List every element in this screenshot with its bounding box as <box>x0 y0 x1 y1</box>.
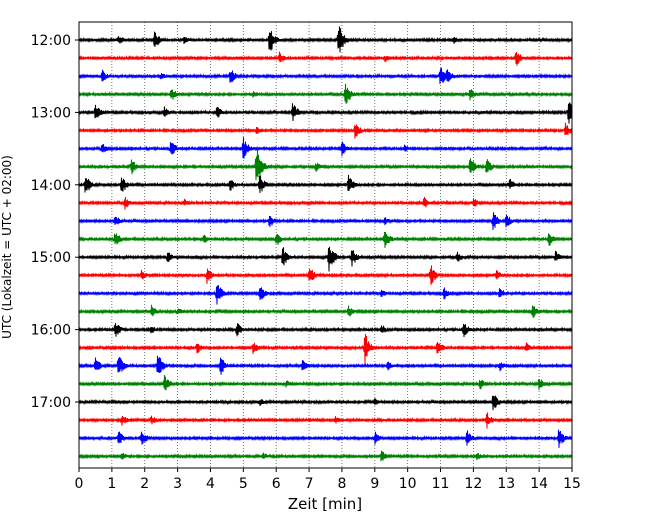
trace-1545 <box>78 304 573 318</box>
x-tick-label: 13 <box>497 476 515 492</box>
plot-frame <box>78 21 573 469</box>
y-tick-label: 15:00 <box>31 250 71 266</box>
trace-1345 <box>78 149 573 181</box>
x-tick-label: 9 <box>370 476 379 492</box>
x-tick-label: 10 <box>399 476 417 492</box>
trace-1300 <box>78 102 573 124</box>
x-tick-label: 8 <box>337 476 346 492</box>
trace-1745 <box>78 450 573 462</box>
x-tick-label: 3 <box>173 476 182 492</box>
trace-1515 <box>78 265 573 286</box>
y-tick-label: 13:00 <box>31 105 71 121</box>
trace-1230 <box>78 67 573 85</box>
trace-1315 <box>78 122 573 139</box>
x-tick-label: 0 <box>75 476 84 492</box>
trace-1400 <box>78 174 573 194</box>
trace-1530 <box>78 285 573 305</box>
x-tick-label: 5 <box>239 476 248 492</box>
trace-1430 <box>78 212 573 231</box>
trace-1615 <box>78 333 573 365</box>
x-tick-label: 2 <box>140 476 149 492</box>
trace-1630 <box>78 355 573 375</box>
trace-1445 <box>78 231 573 249</box>
y-tick-label: 12:00 <box>31 33 71 49</box>
y-tick-label: 17:00 <box>31 395 71 411</box>
x-tick-label: 15 <box>563 476 581 492</box>
trace-1200 <box>78 26 573 53</box>
trace-1715 <box>78 412 573 429</box>
trace-1415 <box>78 196 573 210</box>
trace-1600 <box>78 323 573 338</box>
trace-1330 <box>78 137 573 159</box>
trace-1500 <box>78 246 573 272</box>
seismogram-traces <box>78 26 573 462</box>
y-axis-ticks: 12:00 13:00 14:00 15:00 16:00 17:00 <box>31 33 79 411</box>
trace-1700 <box>78 395 573 411</box>
grid-lines <box>111 22 540 468</box>
x-tick-label: 12 <box>464 476 482 492</box>
trace-1645 <box>78 374 573 391</box>
x-tick-label: 1 <box>107 476 116 492</box>
x-tick-label: 6 <box>272 476 281 492</box>
x-tick-label: 4 <box>206 476 215 492</box>
x-tick-label: 14 <box>530 476 548 492</box>
x-tick-label: 11 <box>432 476 450 492</box>
trace-1215 <box>78 51 573 66</box>
trace-1730 <box>78 429 573 448</box>
trace-1245 <box>78 83 573 104</box>
x-axis-ticks: 0 1 2 3 4 5 6 7 8 9 10 11 12 13 14 15 <box>75 468 581 492</box>
y-tick-label: 14:00 <box>31 178 71 194</box>
y-axis-label: UTC (Lokalzeit = UTC + 02:00) <box>0 155 14 339</box>
x-axis-label: Zeit [min] <box>288 495 362 513</box>
y-tick-label: 16:00 <box>31 323 71 339</box>
x-tick-label: 7 <box>305 476 314 492</box>
